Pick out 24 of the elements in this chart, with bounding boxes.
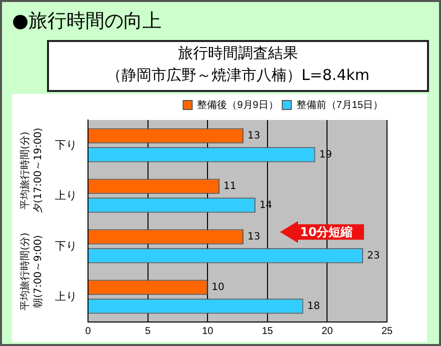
legend-label: 整備前（7月15日） xyxy=(296,98,384,111)
data-label: 13 xyxy=(247,130,260,142)
x-tick-label: 5 xyxy=(145,326,152,337)
x-tick-label: 25 xyxy=(381,326,393,337)
x-tick-label: 10 xyxy=(202,326,214,337)
x-tick-label: 0 xyxy=(85,326,92,337)
text: 平均旅行時間(分) 朝(7:00～9:00) xyxy=(19,232,44,310)
annotation: 10分短縮 xyxy=(300,224,353,241)
legend-label: 整備後（9月9日） xyxy=(197,98,278,111)
text: ●旅行時間の向上 xyxy=(12,9,162,34)
data-label: 11 xyxy=(224,180,236,192)
x-tick-label: 20 xyxy=(322,326,334,337)
y-tick-label: 下り xyxy=(55,240,77,252)
text: 平均旅行時間(分) 夕(17:00～19:00) xyxy=(19,128,44,214)
y-tick-label: 上り xyxy=(55,290,77,303)
chart-subtitle: （静岡市広野～焼津市八楠）L=8.4km xyxy=(105,65,371,86)
data-label: 13 xyxy=(247,231,260,242)
data-label: 18 xyxy=(307,300,320,312)
data-label: 23 xyxy=(367,250,380,262)
data-label: 10 xyxy=(212,282,224,293)
x-tick-label: 15 xyxy=(262,326,274,337)
chart-title: 旅行時間調査結果 xyxy=(177,43,299,64)
y-tick-label: 下り xyxy=(55,139,77,152)
y-tick-label: 上り xyxy=(55,188,77,202)
